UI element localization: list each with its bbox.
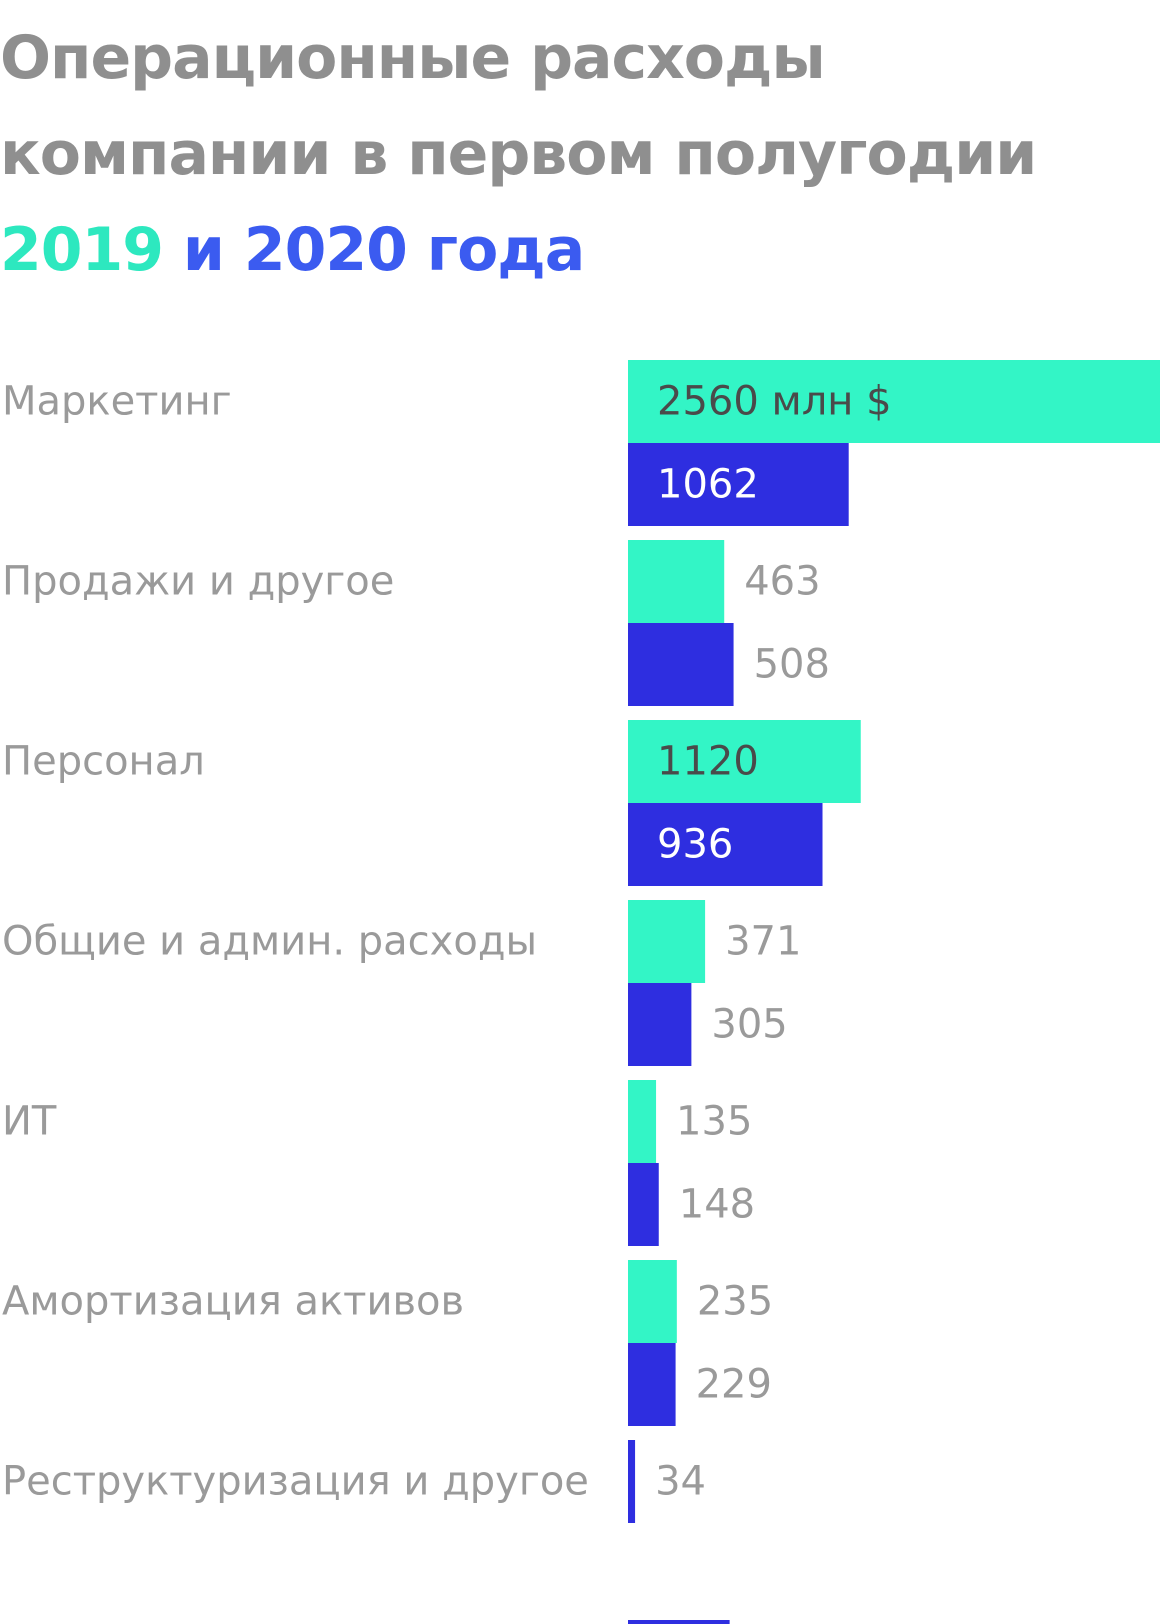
bar-2019: [628, 1080, 657, 1163]
bar-2020: [628, 443, 849, 526]
category-label: Маркетинг: [2, 379, 232, 425]
category-label: Продажи и другое: [2, 559, 394, 605]
value-label: 1062: [657, 462, 759, 508]
bar-2020: [628, 623, 734, 706]
value-label: 135: [676, 1099, 752, 1145]
bar-2019: [628, 540, 725, 623]
bar-2020: [628, 1343, 676, 1426]
value-label: 2560 млн $: [657, 379, 892, 425]
value-label: 229: [696, 1362, 772, 1408]
value-label: 463: [744, 559, 820, 605]
chart-title: Операционные расходы компании в первом п…: [0, 10, 1037, 298]
title-line-1: Операционные расходы: [0, 23, 826, 93]
title-year-2020: 2020: [243, 215, 408, 285]
value-label: 1120: [657, 739, 759, 785]
bar-2019: [628, 900, 706, 983]
value-label: 235: [697, 1279, 773, 1325]
bar-2019: [628, 1260, 677, 1343]
bar-2019: [628, 360, 1160, 443]
title-conjunction: и: [182, 215, 225, 285]
bar-2019: [628, 720, 861, 803]
bar-2020: [628, 983, 692, 1066]
bar-2020: [628, 1620, 730, 1624]
bar-2020: [628, 803, 823, 886]
category-label: Общие и админ. расходы: [2, 919, 537, 965]
category-label: Реструктуризация и другое: [2, 1459, 589, 1505]
bar-2020: [628, 1163, 659, 1246]
category-label: Персонал: [2, 739, 205, 785]
value-label: 305: [711, 1002, 787, 1048]
value-label: 936: [657, 822, 733, 868]
category-label: ИТ: [2, 1099, 57, 1145]
bar-2020: [628, 1440, 636, 1523]
value-label: 508: [754, 642, 830, 688]
value-label: 34: [655, 1459, 706, 1505]
title-year-2019: 2019: [0, 215, 164, 285]
value-label: 148: [679, 1182, 755, 1228]
category-label: Амортизация активов: [2, 1279, 464, 1325]
value-label: 371: [725, 919, 801, 965]
title-suffix: года: [426, 215, 586, 285]
title-line-2: компании в первом полугодии: [0, 119, 1037, 189]
